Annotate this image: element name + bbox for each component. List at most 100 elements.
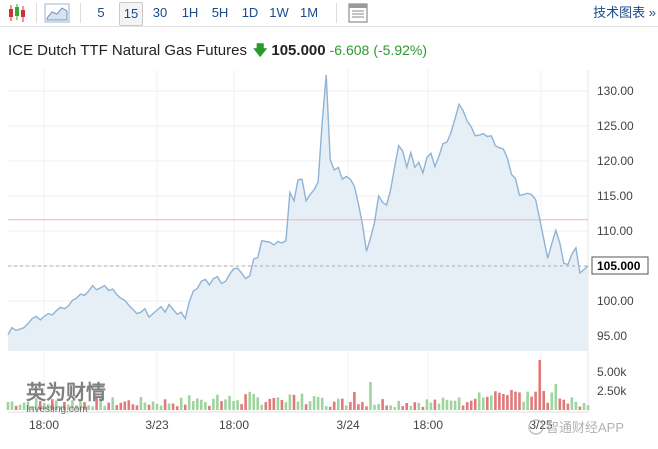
volume-bar (574, 401, 578, 410)
watermark-en: Investing.com (26, 404, 88, 415)
volume-bar (147, 404, 151, 410)
volume-bar (385, 405, 388, 410)
volume-bar (530, 396, 533, 410)
source-watermark: 智通财经APP (528, 419, 624, 435)
volume-bar (67, 404, 70, 410)
volume-bar (546, 402, 549, 410)
volume-bar (276, 397, 280, 410)
volume-bar (236, 400, 239, 410)
volume-bar (280, 399, 284, 410)
y-tick-label: 100.00 (597, 294, 634, 308)
volume-bar (204, 402, 207, 410)
volume-bar (208, 405, 211, 410)
volume-bar (240, 404, 243, 410)
x-axis-ticks: 18:00 3/23 18:00 3/24 18:00 3/25 (29, 418, 553, 432)
interval-1w[interactable]: 1W (269, 5, 289, 20)
volume-bar (332, 401, 336, 410)
candlestick-icon[interactable] (6, 2, 28, 24)
volume-bar (151, 401, 155, 410)
volume-bar (288, 394, 292, 410)
y-axis-ticks: 95.00 100.00 105.000 110.00 115.00 120.00 125.… (591, 84, 649, 343)
volume-bar (534, 391, 537, 410)
volume-bar (139, 397, 143, 410)
volume-bar (582, 403, 586, 410)
toolbar-divider (36, 3, 37, 23)
x-tick-label: 3/24 (336, 418, 360, 432)
volume-bar (522, 401, 525, 410)
volume-bar (167, 403, 171, 410)
volume-bar (143, 402, 147, 410)
volume-bar (43, 402, 46, 410)
volume-bar (159, 405, 163, 410)
interval-1m[interactable]: 1M (299, 5, 319, 20)
interval-30[interactable]: 30 (152, 5, 168, 20)
volume-bar (55, 400, 58, 410)
area-chart-icon[interactable] (44, 2, 70, 24)
volume-bar (413, 402, 417, 410)
interval-5[interactable]: 5 (97, 5, 105, 20)
volume-bar (272, 398, 276, 410)
volume-bar (417, 402, 421, 410)
interval-5h[interactable]: 5H (211, 5, 229, 20)
volume-bar (47, 404, 50, 410)
volume-bar (490, 395, 493, 410)
volume-bar (14, 405, 18, 410)
volume-bar (18, 404, 22, 410)
volume-bar (63, 402, 66, 410)
volume-bar (469, 400, 473, 410)
volume-bar (320, 397, 324, 410)
volume-bar (473, 398, 477, 410)
x-tick-label: 18:00 (219, 418, 249, 432)
interval-15[interactable]: 15 (119, 2, 143, 26)
chart-toolbar: 5 15 30 1H 5H 1D 1W 1M 技术图表 » (0, 0, 658, 27)
y-tick-label: 125.00 (597, 119, 634, 133)
volume-bars (6, 360, 590, 410)
volume-bar (461, 405, 465, 410)
instrument-header: ICE Dutch TTF Natural Gas Futures 🡇 105.00… (8, 40, 427, 64)
volume-bar (212, 398, 215, 410)
volume-bar (538, 360, 541, 410)
volume-bar (365, 406, 368, 410)
volume-bar (377, 404, 380, 410)
price-change: -6.608 (329, 42, 370, 58)
volume-bar (244, 394, 247, 410)
volume-bar (498, 392, 501, 410)
volume-bar (506, 395, 509, 410)
volume-bar (171, 403, 175, 410)
volume-bar (83, 402, 86, 410)
technical-chart-link[interactable]: 技术图表 » (593, 5, 656, 20)
volume-bar (373, 404, 376, 410)
volume-bar (482, 397, 485, 410)
volume-bar (228, 395, 231, 410)
volume-bar (252, 393, 255, 410)
volume-bar (312, 396, 316, 410)
volume-bar (26, 401, 30, 410)
volume-bar (135, 405, 139, 410)
volume-bar (477, 392, 481, 410)
volume-bar (256, 397, 259, 410)
y-tick-label: 95.00 (597, 329, 627, 343)
volume-bar (103, 405, 106, 410)
volume-bar (393, 407, 396, 410)
volume-bar (558, 398, 562, 410)
interval-1h[interactable]: 1H (181, 5, 199, 20)
volume-bar (324, 406, 328, 410)
interval-1d[interactable]: 1D (241, 5, 259, 20)
volume-bar (494, 391, 497, 410)
volume-bar (578, 406, 582, 410)
volume-bar (224, 399, 227, 410)
volume-bar (401, 406, 404, 410)
volume-bar (51, 399, 54, 410)
volume-bar (248, 391, 251, 410)
volume-bar (6, 402, 10, 410)
volume-bar (389, 405, 392, 410)
volume-bar (220, 401, 223, 410)
volume-bar (437, 403, 441, 410)
volume-bar (75, 405, 78, 410)
volume-bar (38, 401, 42, 410)
volume-bar (131, 404, 135, 410)
table-icon[interactable] (347, 2, 369, 24)
current-price-label: 105.000 (597, 259, 641, 273)
volume-bar (22, 402, 26, 410)
volume-bar (91, 406, 94, 410)
